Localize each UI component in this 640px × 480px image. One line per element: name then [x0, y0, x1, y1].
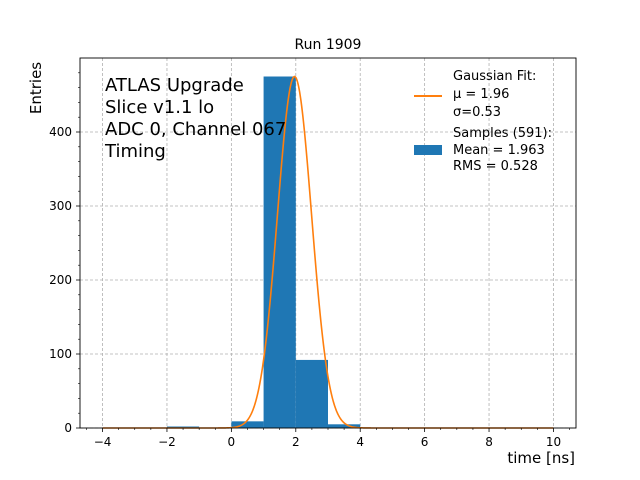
x-tick-label-3: 2 [292, 435, 300, 449]
atlas-annotation: ATLAS Upgrade Slice v1.1 lo ADC 0, Chann… [104, 75, 286, 162]
y-axis-ticks: 0 100 200 300 400 [49, 72, 80, 435]
y-axis-label: Entries [27, 62, 45, 114]
histogram-bars [166, 76, 361, 428]
annotation-line-4: Timing [104, 141, 166, 162]
x-tick-label-7: 10 [546, 435, 561, 449]
legend-samples-mean: Mean = 1.963 [453, 143, 545, 158]
legend-samples-title: Samples (591): [453, 126, 552, 141]
y-tick-label-4: 400 [49, 125, 72, 139]
legend-samples-swatch [414, 145, 442, 155]
y-tick-label-2: 200 [49, 273, 72, 287]
histogram-bar-1 [231, 421, 264, 428]
legend-fit-title: Gaussian Fit: [453, 69, 536, 84]
x-tick-label-4: 4 [356, 435, 364, 449]
x-tick-label-1: −2 [158, 435, 176, 449]
x-tick-label-2: 0 [228, 435, 236, 449]
legend: Gaussian Fit: μ = 1.96 σ=0.53 Samples (5… [414, 69, 552, 174]
x-axis-label: time [ns] [507, 449, 575, 467]
legend-samples-rms: RMS = 0.528 [453, 159, 538, 174]
y-tick-label-1: 100 [49, 347, 72, 361]
annotation-line-3: ADC 0, Channel 067 [105, 119, 286, 140]
x-tick-label-0: −4 [94, 435, 112, 449]
annotation-line-1: ATLAS Upgrade [105, 75, 244, 96]
x-tick-label-6: 8 [485, 435, 493, 449]
histogram-bar-4 [328, 424, 361, 428]
x-axis-ticks: −4 −2 0 2 4 6 8 10 [86, 428, 570, 449]
y-tick-label-3: 300 [49, 199, 72, 213]
legend-fit-mu: μ = 1.96 [453, 87, 509, 102]
y-tick-label-0: 0 [64, 421, 72, 435]
histogram-bar-3 [295, 359, 328, 428]
chart-title: Run 1909 [295, 37, 362, 53]
annotation-line-2: Slice v1.1 lo [105, 97, 214, 118]
x-tick-label-5: 6 [421, 435, 429, 449]
histogram-bar-2 [263, 76, 296, 428]
legend-fit-sigma: σ=0.53 [453, 105, 501, 120]
